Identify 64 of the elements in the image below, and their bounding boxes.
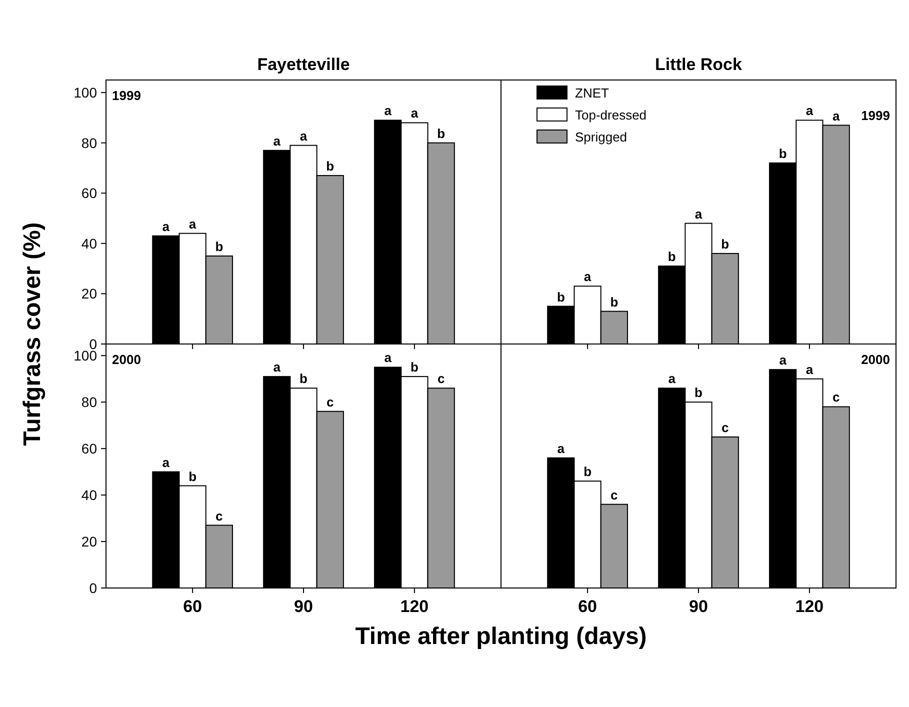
chart-title: Little Rock [655, 55, 742, 74]
data-label: b [215, 239, 224, 254]
y-tick-label: 40 [81, 486, 98, 503]
data-label: b [584, 464, 592, 480]
x-tick-label: 60 [578, 597, 598, 616]
data-label: a [162, 454, 170, 470]
data-label: c [610, 487, 618, 502]
y-tick-label: 0 [89, 580, 98, 596]
data-label: a [384, 103, 392, 118]
y-axis-title: Turfgrass cover (%) [19, 222, 46, 446]
data-label: a [273, 133, 282, 148]
y-tick-label: 0 [89, 336, 98, 352]
data-label: a [832, 108, 840, 124]
data-label: c [437, 371, 445, 386]
y-tick-label: 20 [81, 533, 98, 550]
data-label: b [326, 158, 334, 174]
x-tick-label: 90 [689, 597, 708, 616]
y-tick-label: 20 [81, 286, 98, 302]
data-label: b [668, 249, 676, 264]
data-label: b [300, 371, 308, 386]
annotation: 1999 [112, 88, 141, 103]
annotation: 2000 [112, 352, 141, 367]
data-label: c [216, 508, 223, 524]
data-label: b [556, 289, 565, 304]
data-label: a [188, 216, 197, 232]
data-label: a [694, 206, 703, 222]
data-label: a [273, 360, 282, 375]
data-label: a [384, 350, 392, 366]
chart-title: Fayetteville [257, 55, 350, 74]
data-label: b [410, 360, 418, 375]
annotation: 1999 [861, 108, 890, 123]
data-label: c [722, 420, 729, 435]
y-tick-label: 80 [81, 394, 98, 410]
data-label: b [778, 146, 787, 161]
x-tick-label: 60 [183, 597, 202, 616]
y-tick-label: 60 [81, 185, 98, 202]
data-label: b [437, 126, 446, 141]
data-label: a [668, 371, 676, 386]
data-label: b [721, 236, 730, 252]
data-label: a [806, 103, 814, 118]
x-axis-title: Time after planting (days) [355, 623, 647, 650]
data-label: c [326, 394, 334, 410]
data-label: a [584, 269, 592, 284]
y-tick-label: 40 [81, 235, 98, 252]
data-label: a [557, 440, 566, 456]
data-label: b [610, 294, 618, 310]
data-label: b [188, 468, 197, 484]
y-tick-label: 100 [74, 84, 98, 100]
y-tick-label: 80 [81, 134, 98, 151]
x-tick-label: 120 [795, 597, 824, 616]
legend-label: ZNET [575, 86, 609, 101]
y-tick-label: 60 [81, 440, 98, 456]
data-label: a [410, 106, 419, 121]
x-tick-label: 90 [294, 597, 313, 616]
data-label: a [779, 352, 788, 368]
x-tick-label: 120 [400, 597, 429, 616]
legend-label: Sprigged [575, 130, 628, 145]
data-label: b [694, 385, 703, 400]
legend-label: Top-dressed [575, 108, 647, 123]
data-label: a [162, 218, 170, 234]
data-label: a [806, 362, 814, 377]
data-label: a [300, 128, 308, 144]
annotation: 2000 [861, 352, 890, 367]
data-label: c [832, 390, 840, 405]
